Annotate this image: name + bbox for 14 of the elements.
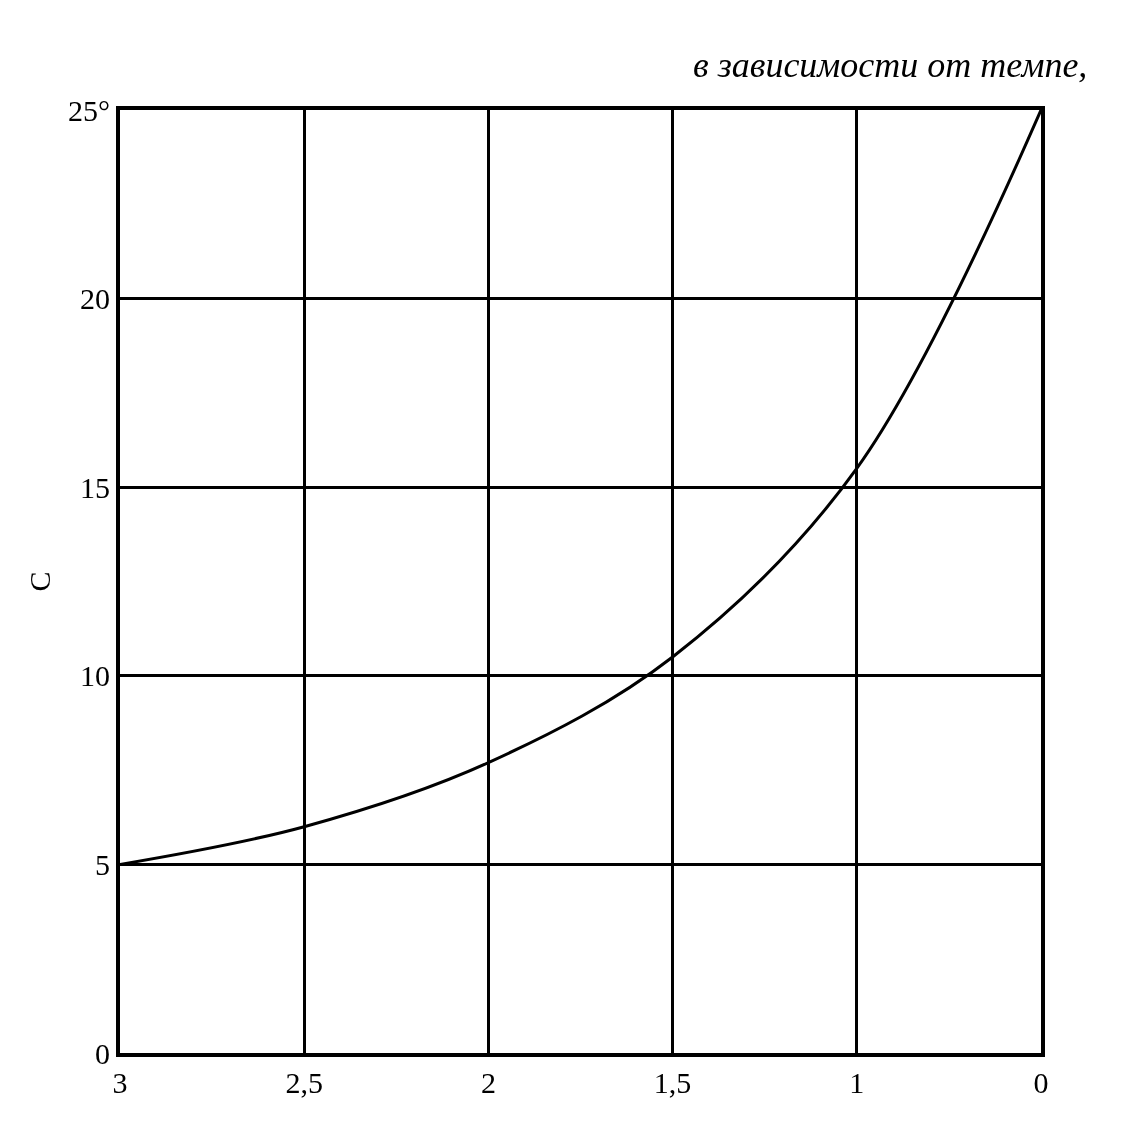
y-tick-label: 0 (95, 1036, 110, 1070)
chart-title: в зависимости от темпе, (693, 44, 1088, 85)
x-tick-label: 2 (480, 1066, 496, 1099)
y-tick-label: 25° (68, 93, 110, 127)
x-tick-label: 1 (849, 1066, 865, 1099)
y-tick-label: 5 (95, 847, 110, 881)
y-axis-title: С (22, 571, 56, 592)
y-tick-label: 10 (80, 659, 110, 693)
y-tick-label: 20 (80, 282, 110, 316)
x-tick-label: 1,5 (653, 1066, 692, 1099)
y-tick-label: 15 (80, 470, 110, 504)
x-tick-label: 2,5 (285, 1066, 323, 1099)
x-tick-label: 3 (112, 1066, 128, 1099)
x-tick-label: 0 (1033, 1066, 1049, 1099)
